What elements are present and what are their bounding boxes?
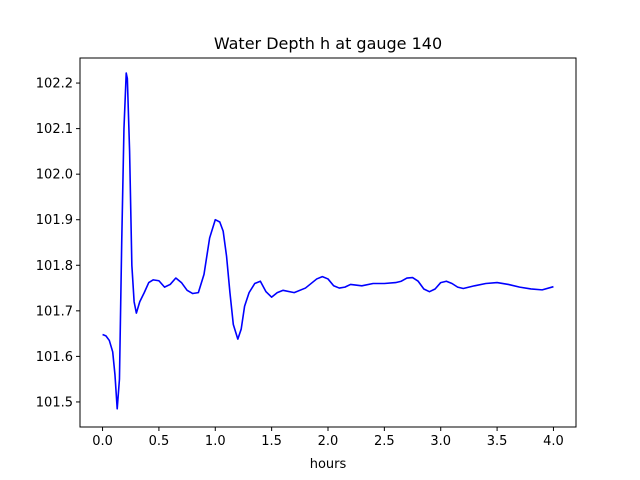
x-tick-label: 1.5 [261, 434, 282, 449]
y-axis: 101.5 101.6 101.7 101.8 101.9 102.0 102.1 102.2 [36, 77, 80, 410]
y-tick-label: 101.7 [36, 304, 73, 319]
x-tick-label: 0.5 [149, 434, 170, 449]
y-tick-label: 102.1 [36, 122, 73, 137]
x-axis: 0.0 0.5 1.0 1.5 2.0 2.5 3.0 3.5 4.0 [92, 427, 564, 449]
x-tick-label: 2.5 [374, 434, 395, 449]
x-tick-label: 0.0 [92, 434, 113, 449]
y-tick-label: 101.6 [36, 350, 73, 365]
series-line-0 [102, 72, 554, 410]
x-tick-label: 1.0 [205, 434, 226, 449]
y-tick-label: 101.9 [36, 213, 73, 228]
x-tick-label: 4.0 [543, 434, 564, 449]
y-tick-label: 102.2 [36, 77, 73, 92]
plot-area [102, 72, 554, 410]
x-tick-label: 3.5 [487, 434, 508, 449]
y-tick-label: 101.8 [36, 259, 73, 274]
axes-frame [79, 57, 577, 428]
x-tick-label: 3.0 [430, 434, 451, 449]
x-axis-label: hours [310, 457, 347, 472]
y-tick-label: 102.0 [36, 168, 73, 183]
x-tick-label: 2.0 [318, 434, 339, 449]
y-tick-label: 101.5 [36, 395, 73, 410]
chart-title: Water Depth h at gauge 140 [214, 34, 442, 53]
